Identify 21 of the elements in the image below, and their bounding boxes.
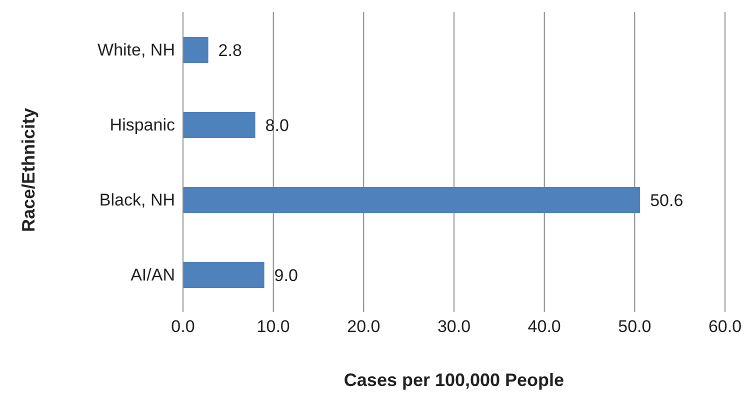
x-tick-label: 40.0	[528, 317, 561, 336]
x-tick-label: 60.0	[708, 317, 742, 336]
y-axis-title: Race/Ethnicity	[18, 108, 38, 232]
data-label: 8.0	[265, 116, 289, 136]
y-tick-label: White, NH	[98, 40, 175, 60]
bar	[183, 112, 256, 138]
x-tick-label: 50.0	[618, 317, 652, 336]
x-tick-label: 0.0	[171, 317, 195, 336]
x-axis-title: Cases per 100,000 People	[344, 370, 564, 390]
y-tick-label: Black, NH	[99, 190, 175, 210]
y-tick-label: AI/AN	[130, 266, 175, 285]
bar	[183, 262, 264, 288]
bar	[183, 37, 208, 63]
data-label: 2.8	[218, 41, 242, 60]
data-label: 9.0	[274, 266, 298, 286]
data-label: 50.6	[650, 191, 684, 210]
x-tick-label: 30.0	[437, 317, 471, 336]
y-tick-label: Hispanic	[110, 116, 176, 135]
bar	[183, 187, 640, 213]
x-tick-label: 10.0	[256, 317, 290, 336]
x-tick-label: 20.0	[347, 317, 380, 336]
